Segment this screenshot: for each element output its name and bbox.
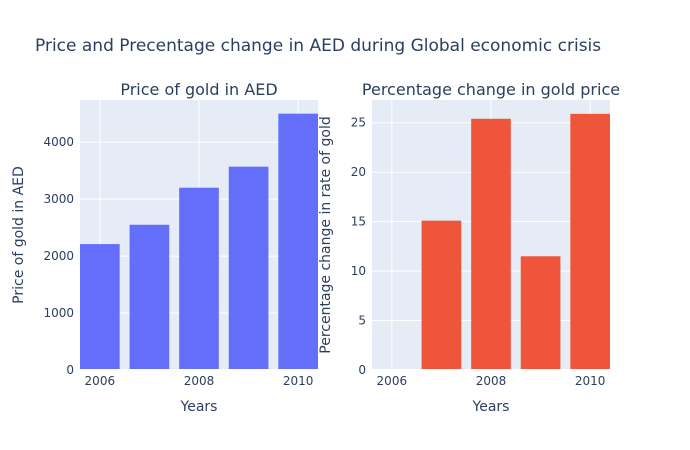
y-tick-label: 25: [351, 116, 366, 130]
bar: [228, 166, 269, 370]
x-tick-label: 2008: [476, 374, 507, 388]
y-tick-label: 3000: [43, 192, 74, 206]
x-tick-label: 2010: [283, 374, 314, 388]
bar: [520, 256, 561, 370]
x-axis-label: Years: [472, 399, 510, 415]
y-tick-label: 15: [351, 215, 366, 229]
figure-title: Price and Precentage change in AED durin…: [35, 36, 601, 56]
subplot-title: Price of gold in AED: [120, 80, 277, 99]
x-tick-label: 2008: [184, 374, 215, 388]
x-tick-label: 2006: [377, 374, 408, 388]
y-tick-label: 10: [351, 264, 366, 278]
x-axis-label: Years: [180, 399, 218, 415]
bar: [179, 187, 219, 370]
y-tick-label: 0: [358, 363, 366, 377]
bar: [80, 244, 120, 370]
y-axis-label: Price of gold in AED: [11, 166, 27, 304]
bar: [570, 113, 610, 370]
bar: [471, 118, 511, 371]
y-tick-label: 20: [351, 165, 366, 179]
y-tick-label: 5: [358, 314, 366, 328]
bar: [129, 224, 170, 370]
bar: [278, 113, 318, 370]
x-tick-label: 2006: [85, 374, 116, 388]
y-tick-label: 4000: [43, 135, 74, 149]
x-tick-label: 2010: [575, 374, 606, 388]
y-tick-label: 1000: [43, 306, 74, 320]
y-axis-label: Percentage change in rate of gold: [318, 116, 334, 353]
bar: [421, 220, 462, 370]
subplot-1: 0 1000 2000 3000 4000 2006 2008 2010 Price of go…: [11, 80, 318, 415]
y-tick-label: 2000: [43, 249, 74, 263]
subplot-2: 0 5 10 15 20 25 2006 2008 2010 Percentage change …: [318, 80, 620, 415]
subplot-title: Percentage change in gold price: [362, 80, 620, 99]
y-tick-label: 0: [66, 363, 74, 377]
